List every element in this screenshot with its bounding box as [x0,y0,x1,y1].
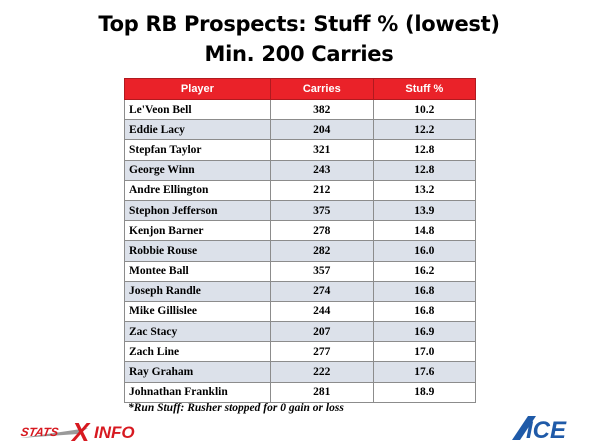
logo-text-stats: STATS [20,425,60,439]
stuff-pct-cell: 12.2 [372,119,477,141]
stuff-pct-cell: 13.9 [372,199,477,222]
carries-cell: 357 [269,260,374,282]
carries-cell: 274 [269,280,374,302]
player-cell: Stepfan Taylor [124,139,271,161]
stuff-pct-cell: 12.8 [372,159,477,181]
stuff-pct-cell: 17.0 [372,341,477,363]
stuff-pct-cell: 16.8 [372,280,477,302]
table-row: Andre Ellington 212 13.2 [124,179,477,201]
table-row: Johnathan Franklin 281 18.9 [124,381,477,403]
stuff-pct-cell: 16.2 [372,260,477,282]
player-cell: Zac Stacy [124,321,271,343]
stuff-pct-cell: 18.9 [372,381,477,403]
table-row: Stepfan Taylor 321 12.8 [124,139,477,161]
stuff-pct-cell: 16.8 [372,300,477,323]
stuff-pct-cell: 16.0 [372,240,477,262]
carries-cell: 382 [269,98,374,121]
table-row: Eddie Lacy 204 12.2 [124,119,477,141]
carries-cell: 282 [269,240,374,262]
player-cell: Zach Line [124,341,271,363]
table-row: Zac Stacy 207 16.9 [124,321,477,343]
table-row: Montee Ball 357 16.2 [124,260,477,282]
player-cell: George Winn [124,159,271,181]
table-row: Stephon Jefferson 375 13.9 [124,199,477,222]
carries-cell: 207 [269,321,374,343]
player-cell: Mike Gillislee [124,300,271,323]
player-cell: Le'Veon Bell [124,98,271,121]
table-row: Ray Graham 222 17.6 [124,361,477,383]
carries-cell: 321 [269,139,374,161]
player-cell: Joseph Randle [124,280,271,302]
carries-cell: 244 [269,300,374,323]
logo-text-ice: ICE [526,417,567,444]
table-row: Kenjon Barner 278 14.8 [124,220,477,242]
player-cell: Montee Ball [124,260,271,282]
player-cell: Stephon Jefferson [124,199,271,222]
title-line-2: Min. 200 Carries [204,42,394,66]
footnote: *Run Stuff: Rusher stopped for 0 gain or… [128,402,344,414]
header-stuff-pct: Stuff % [372,78,477,100]
header-player: Player [124,78,271,100]
table-row: Zach Line 277 17.0 [124,341,477,363]
table-row: George Winn 243 12.8 [124,159,477,181]
carries-cell: 375 [269,199,374,222]
carries-cell: 204 [269,119,374,141]
logo-swoosh [20,428,88,438]
stats-info-logo: STATS X INFO [20,417,135,444]
table-row: Le'Veon Bell 382 10.2 [124,98,477,121]
carries-cell: 281 [269,381,374,403]
player-cell: Andre Ellington [124,179,271,201]
player-cell: Eddie Lacy [124,119,271,141]
player-cell: Ray Graham [124,361,271,383]
carries-cell: 278 [269,220,374,242]
table-row: Mike Gillislee 244 16.8 [124,300,477,323]
carries-cell: 243 [269,159,374,181]
player-cell: Johnathan Franklin [124,381,271,403]
table-row: Joseph Randle 274 16.8 [124,280,477,302]
header-carries: Carries [269,78,374,100]
stuff-pct-cell: 14.8 [372,220,477,242]
table-header-row: Player Carries Stuff % [124,78,477,100]
stuff-pct-cell: 16.9 [372,321,477,343]
logo-text-x: X [70,417,91,444]
carries-cell: 277 [269,341,374,363]
ice-logo: ICE [512,416,567,444]
stuff-pct-cell: 12.8 [372,139,477,161]
carries-cell: 212 [269,179,374,201]
carries-cell: 222 [269,361,374,383]
stuff-pct-cell: 13.2 [372,179,477,201]
table-row: Robbie Rouse 282 16.0 [124,240,477,262]
stuff-pct-cell: 10.2 [372,98,477,121]
stuff-pct-cell: 17.6 [372,361,477,383]
logo-text-info: INFO [94,423,135,442]
title-line-1: Top RB Prospects: Stuff % (lowest) [98,12,500,36]
player-cell: Robbie Rouse [124,240,271,262]
prospects-table: Player Carries Stuff % Le'Veon Bell 382 10… [124,78,477,403]
logo-slash [512,416,536,440]
player-cell: Kenjon Barner [124,220,271,242]
